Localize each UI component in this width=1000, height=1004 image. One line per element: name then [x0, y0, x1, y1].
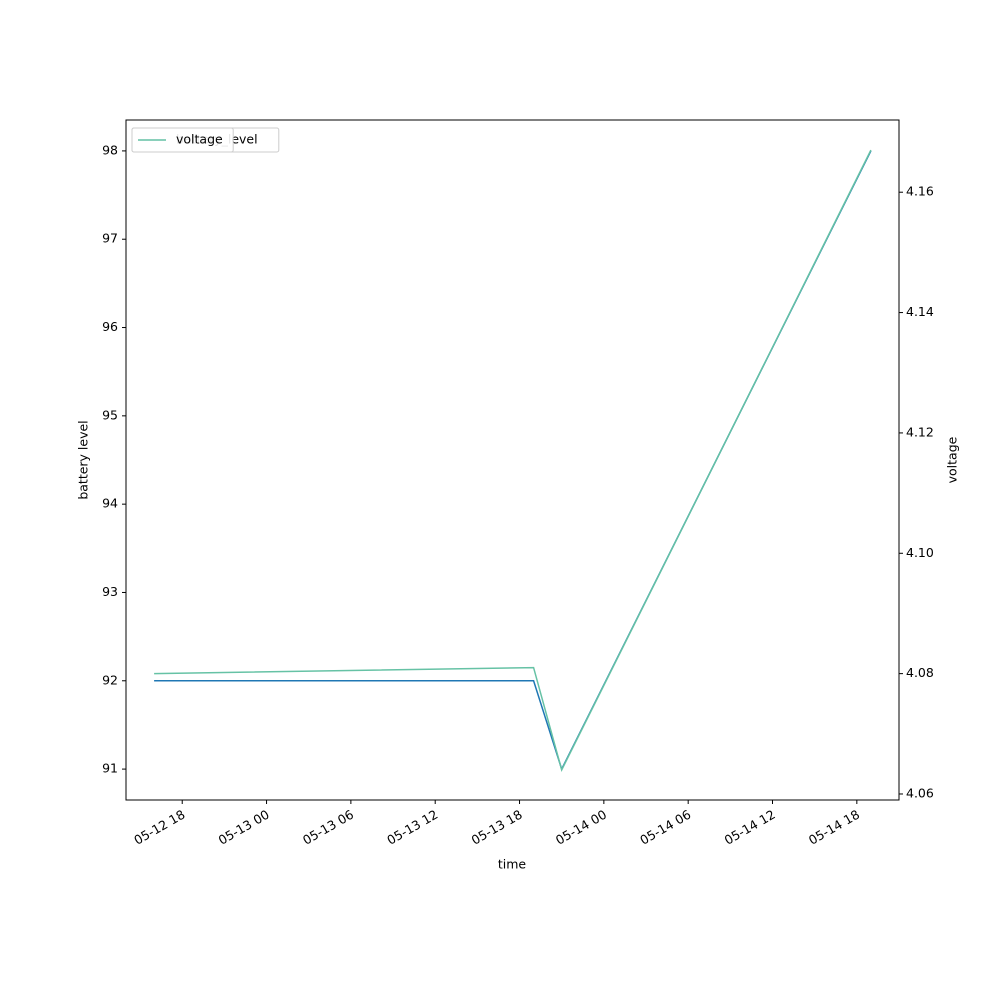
x-axis-label: time: [498, 857, 527, 872]
series-line: [154, 150, 872, 772]
legend-box: [131, 127, 234, 153]
y-tick-label: 93: [102, 584, 118, 599]
y-axis-label: battery level: [76, 420, 91, 499]
y2-axis-label: voltage: [945, 436, 960, 483]
x-tick-label: 05-13 18: [469, 807, 525, 848]
x-tick-label: 05-14 18: [806, 807, 862, 848]
y-tick-label: 95: [102, 407, 118, 422]
x-tick-label: 05-13 12: [384, 807, 440, 848]
y2-tick-label: 4.14: [906, 304, 934, 319]
x-tick-label: 05-14 06: [637, 807, 693, 848]
x-tick-label: 05-13 06: [300, 807, 356, 848]
y2-tick-label: 4.06: [906, 785, 934, 800]
y2-tick-label: 4.16: [906, 184, 934, 199]
y-tick-label: 94: [102, 496, 118, 511]
y-tick-label: 98: [102, 142, 118, 157]
y-tick-label: 92: [102, 672, 118, 687]
y2-tick-label: 4.08: [906, 665, 934, 680]
legend-label: voltage: [176, 132, 223, 147]
x-tick-label: 05-13 00: [216, 807, 272, 848]
y-tick-label: 97: [102, 231, 118, 246]
x-tick-label: 05-14 12: [722, 807, 778, 848]
y2-tick-label: 4.10: [906, 545, 934, 560]
y-tick-label: 91: [102, 761, 118, 776]
y-tick-label: 96: [102, 319, 118, 334]
series-line: [154, 149, 872, 772]
y2-tick-label: 4.12: [906, 424, 934, 439]
x-tick-label: 05-12 18: [131, 807, 187, 848]
x-tick-label: 05-14 00: [553, 807, 609, 848]
plot-frame: [125, 119, 900, 801]
